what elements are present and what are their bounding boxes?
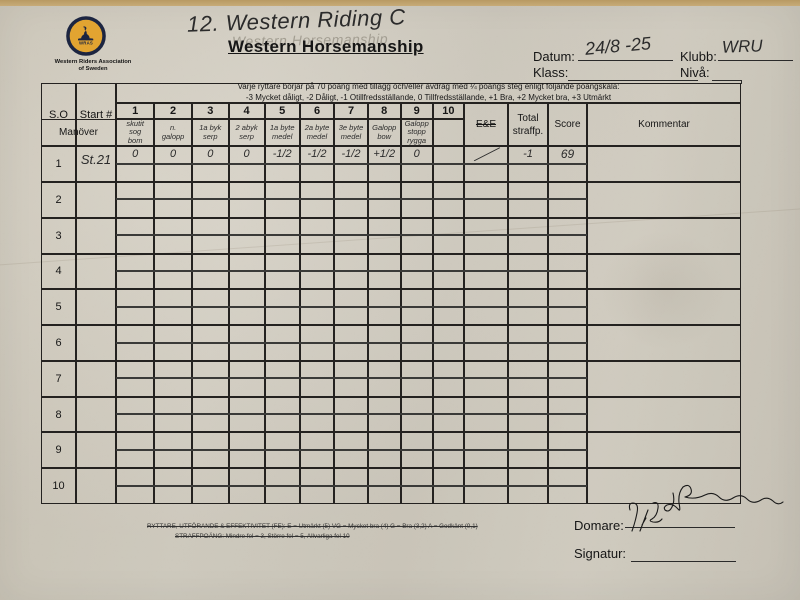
- svg-text:WRAS: WRAS: [79, 40, 93, 45]
